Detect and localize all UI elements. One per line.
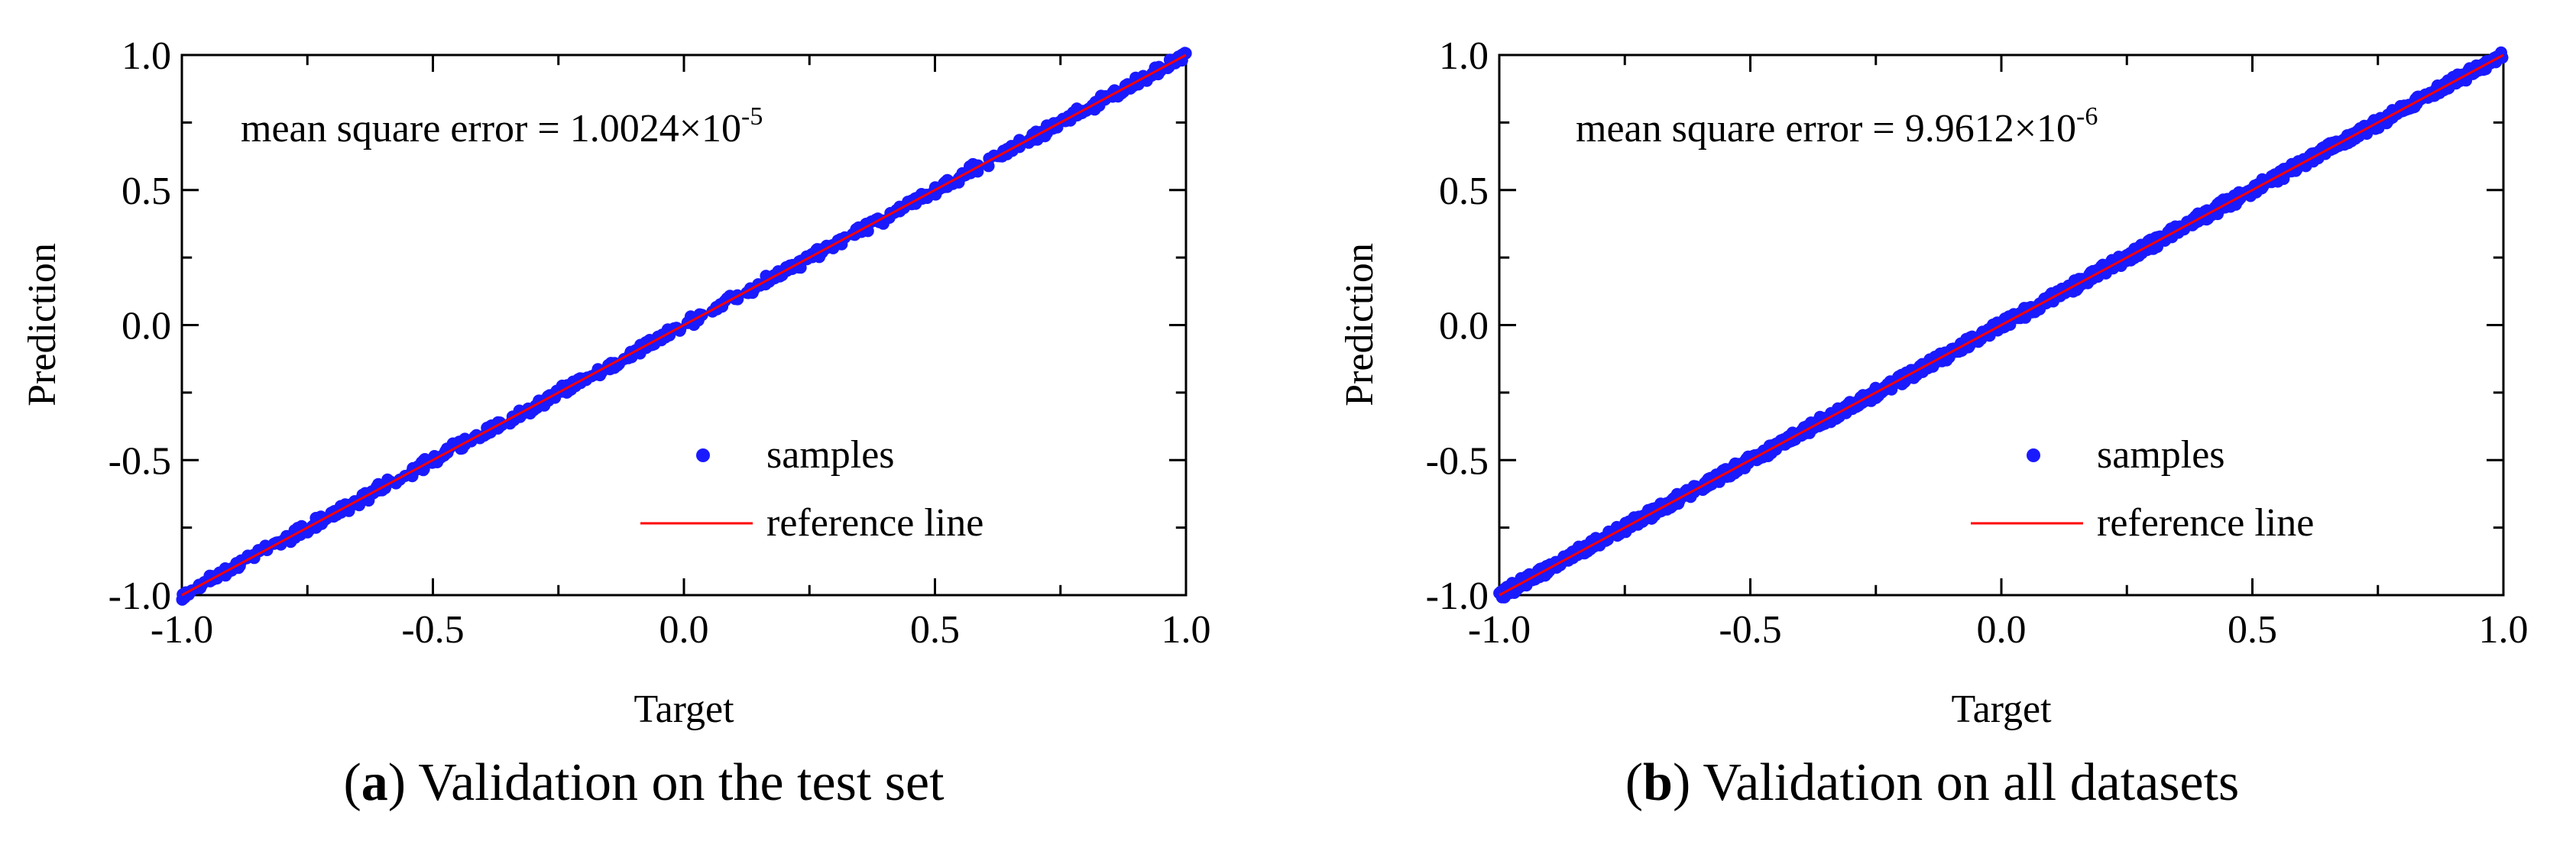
sample-point bbox=[491, 422, 504, 435]
chart-panel-b: -1.0 -0.5 0.0 0.5 1.0 -1.0 -0.5 0.0 0.5 1.0 Pred… bbox=[1288, 0, 2576, 848]
mse-annotation-prefix: mean square error = bbox=[1576, 107, 1905, 151]
y-tick-label: 0.5 bbox=[122, 170, 171, 213]
x-tick-label: 1.0 bbox=[1162, 608, 1211, 652]
x-ticks: -1.0 -0.5 0.0 0.5 1.0 bbox=[1468, 55, 2529, 652]
caption-a-label: a bbox=[361, 753, 388, 812]
mse-annotation-prefix: mean square error = bbox=[241, 107, 570, 151]
mse-annotation: mean square error = 1.0024×10-5 bbox=[241, 102, 763, 151]
caption-a-text: Validation on the test set bbox=[418, 753, 945, 812]
sample-point bbox=[2153, 230, 2166, 243]
legend-reference-line-label: reference line bbox=[766, 501, 983, 545]
y-tick-label: 1.0 bbox=[1439, 34, 1489, 78]
sample-point bbox=[875, 215, 888, 228]
sample-point bbox=[776, 269, 789, 282]
y-tick-label: 0.5 bbox=[1439, 170, 1489, 213]
x-ticks: -1.0 -0.5 0.0 0.5 1.0 bbox=[151, 55, 1211, 652]
mse-annotation-mantissa: 1.0024×10 bbox=[570, 107, 741, 151]
x-tick-label: -0.5 bbox=[401, 608, 464, 652]
sample-point bbox=[481, 422, 494, 435]
legend-samples-marker bbox=[696, 448, 710, 462]
x-tick-label: 0.0 bbox=[1977, 608, 2027, 652]
sample-point bbox=[1051, 121, 1064, 134]
reference-line bbox=[181, 53, 1187, 597]
y-ticks: -1.0 -0.5 0.0 0.5 1.0 bbox=[109, 34, 1186, 618]
chart-b-svg: -1.0 -0.5 0.0 0.5 1.0 -1.0 -0.5 0.0 0.5 1.0 Pred… bbox=[1338, 34, 2529, 731]
x-tick-label: -0.5 bbox=[1719, 608, 1781, 652]
caption-b-label: b bbox=[1643, 753, 1673, 812]
y-ticks: -1.0 -0.5 0.0 0.5 1.0 bbox=[1426, 34, 2503, 618]
y-tick-label: -0.5 bbox=[1426, 439, 1489, 483]
legend-samples-label: samples bbox=[2097, 433, 2225, 477]
mse-annotation-exponent: -6 bbox=[2076, 102, 2098, 131]
caption-b-text: Validation on all datasets bbox=[1703, 753, 2240, 812]
y-axis-label: Prediction bbox=[1338, 243, 1382, 406]
mse-annotation: mean square error = 9.9612×10-6 bbox=[1576, 102, 2098, 151]
x-tick-label: 1.0 bbox=[2479, 608, 2529, 652]
sample-point bbox=[1673, 495, 1686, 508]
x-axis-label: Target bbox=[633, 688, 734, 731]
sample-point bbox=[1753, 452, 1766, 465]
y-tick-label: 1.0 bbox=[122, 34, 171, 78]
y-tick-label: 0.0 bbox=[1439, 305, 1489, 348]
legend-samples-label: samples bbox=[766, 433, 895, 477]
sample-point bbox=[1162, 60, 1175, 73]
y-tick-label: -1.0 bbox=[1426, 575, 1489, 618]
sample-point bbox=[2114, 257, 2127, 270]
y-tick-label: -1.0 bbox=[109, 575, 171, 618]
x-tick-label: 0.5 bbox=[2228, 608, 2277, 652]
x-tick-label: -1.0 bbox=[151, 608, 213, 652]
x-tick-label: 0.5 bbox=[910, 608, 960, 652]
sample-point bbox=[646, 338, 659, 351]
mse-annotation-exponent: -5 bbox=[741, 102, 763, 131]
mse-annotation-mantissa: 9.9612×10 bbox=[1905, 107, 2076, 151]
caption-a: (a) Validation on the test set bbox=[343, 753, 945, 812]
legend: samples reference line bbox=[1971, 433, 2314, 545]
legend-reference-line-label: reference line bbox=[2097, 501, 2314, 545]
x-axis-label: Target bbox=[1951, 688, 2052, 731]
legend-samples-marker bbox=[2027, 448, 2040, 462]
chart-panel-a: -1.0 -0.5 0.0 0.5 1.0 -1.0 -0.5 0.0 0.5 1.0 Pred… bbox=[21, 34, 1211, 812]
chart-a-svg: -1.0 -0.5 0.0 0.5 1.0 -1.0 -0.5 0.0 0.5 1.0 Pred… bbox=[21, 34, 1211, 731]
sample-point bbox=[1005, 140, 1018, 153]
x-tick-label: -1.0 bbox=[1468, 608, 1531, 652]
x-tick-label: 0.0 bbox=[659, 608, 709, 652]
legend: samples reference line bbox=[640, 433, 983, 545]
caption-b: (b) Validation on all datasets bbox=[1625, 753, 2240, 812]
sample-point bbox=[724, 290, 737, 303]
y-tick-label: 0.0 bbox=[122, 305, 171, 348]
reference-line bbox=[1499, 53, 2504, 597]
sample-point bbox=[1958, 341, 1971, 354]
y-tick-label: -0.5 bbox=[109, 439, 171, 483]
y-axis-label: Prediction bbox=[21, 243, 64, 406]
